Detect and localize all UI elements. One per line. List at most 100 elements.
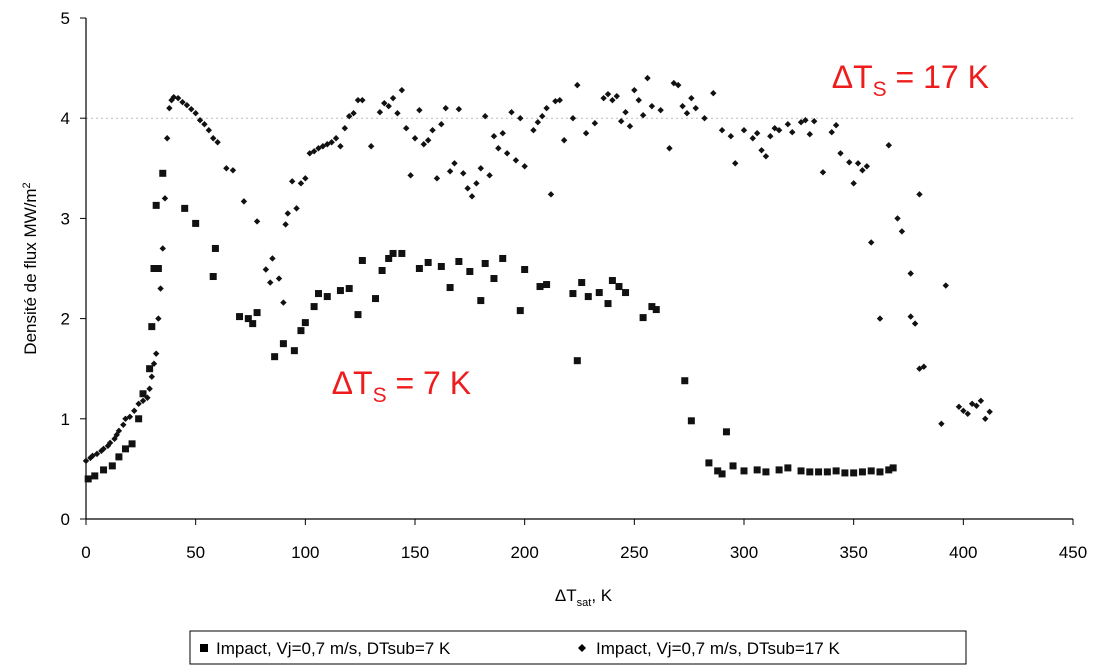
y-tick-label: 2 [61,310,70,329]
point-series-17k [863,163,871,170]
point-series-17k [503,150,511,157]
point-series-7k [378,267,386,275]
point-series-17k [163,135,171,142]
point-series-17k [907,313,914,320]
point-series-17k [701,115,708,122]
point-series-17k [639,111,647,119]
point-series-17k [146,385,153,392]
point-series-17k [460,170,467,177]
point-series-17k [797,119,805,126]
point-series-17k [346,112,353,120]
point-series-7k [128,440,136,448]
point-series-17k [183,101,191,109]
point-series-7k [841,469,849,477]
point-series-17k [214,139,221,146]
point-series-17k [473,180,480,187]
point-series-17k [560,137,568,144]
point-series-17k [429,127,436,134]
point-series-17k [574,81,581,89]
point-series-7k [604,300,612,308]
point-series-7k [850,469,858,477]
point-series-7k [753,466,761,474]
point-series-7k [271,353,279,361]
point-series-17k [547,191,555,198]
point-series-17k [275,275,283,282]
point-series-7k [687,417,695,425]
point-series-17k [749,135,756,142]
point-series-17k [960,407,967,414]
point-series-7k [244,315,252,323]
point-series-17k [223,165,230,172]
point-series-17k [517,115,524,122]
point-series-17k [210,135,217,142]
point-series-17k [631,86,638,94]
point-series-17k [302,175,309,182]
point-series-7k [729,462,737,470]
legend-box [189,630,967,665]
legend-label-17k: Impact, Vj=0,7 m/s, DTsub=17 K [596,639,840,658]
point-series-7k [578,279,586,287]
point-series-17k [367,143,375,150]
point-series-17k [288,178,296,185]
point-series-17k [170,93,177,101]
point-series-17k [775,127,783,134]
point-series-17k [284,210,291,217]
point-series-17k [846,159,853,166]
point-series-17k [692,104,699,112]
point-series-17k [253,218,261,225]
point-series-7k [455,257,463,265]
point-series-17k [911,320,919,327]
point-series-17k [617,118,625,125]
point-series-7k [354,311,362,319]
point-series-7k [389,249,397,257]
point-series-17k [530,127,537,134]
point-series-17k [982,415,989,422]
point-series-17k [359,96,366,104]
point-series-7k [385,254,393,262]
point-series-7k [652,306,660,314]
point-series-17k [293,205,300,212]
point-series-17k [600,94,607,102]
point-series-17k [973,402,980,409]
point-series-17k [282,221,289,228]
point-series-17k [424,137,432,144]
point-series-17k [512,157,520,164]
point-series-17k [802,117,809,124]
point-series-17k [486,172,493,179]
point-series-17k [403,125,410,132]
legend-marker-diamond [578,644,586,652]
legend-marker-square [200,644,208,652]
point-series-7k [573,357,581,365]
point-series-17k [155,315,162,322]
point-series-17k [411,135,419,142]
point-series-17k [389,94,397,102]
point-series-17k [907,270,914,277]
point-series-7k [648,303,656,311]
point-series-17k [955,403,963,410]
x-tick-label: 0 [81,543,90,562]
point-series-17k [758,147,765,154]
point-series-7k [297,327,305,335]
point-series-7k [323,293,331,301]
point-series-17k [196,117,204,124]
point-series-17k [964,410,971,417]
point-series-17k [688,94,695,102]
point-series-17k [859,167,866,174]
point-series-17k [556,96,563,104]
x-tick-label: 400 [949,543,977,562]
point-series-17k [152,350,160,357]
point-series-17k [582,130,590,137]
point-series-7k [584,293,592,301]
point-series-17k [977,397,985,404]
point-series-17k [495,145,502,152]
point-series-17k [508,108,515,116]
point-series-7k [236,313,244,321]
point-series-7k [398,249,406,257]
point-series-7k [181,204,189,212]
point-series-7k [775,466,783,474]
point-series-17k [166,104,173,112]
point-series-7k [516,307,524,315]
point-series-17k [139,397,147,404]
point-series-17k [837,150,844,157]
point-series-17k [159,245,166,252]
